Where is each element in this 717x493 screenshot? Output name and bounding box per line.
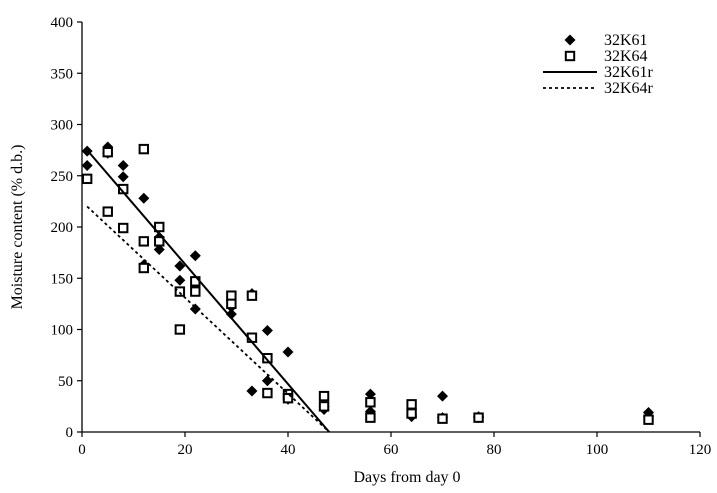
32K64-point (437, 413, 448, 424)
x-tick-label: 100 (586, 442, 609, 458)
y-tick-label: 400 (51, 15, 74, 31)
32K61-point (189, 303, 201, 315)
32K64-point (154, 236, 165, 247)
y-tick-label: 200 (51, 220, 74, 236)
32K61-point (261, 325, 273, 337)
legend-marker-32K64 (564, 50, 576, 62)
x-tick-label: 60 (384, 442, 399, 458)
32K61-point (117, 171, 129, 183)
y-tick-label: 50 (58, 374, 73, 390)
legend-marker-32K61 (564, 34, 576, 46)
32K64-point (406, 399, 417, 410)
32K61-point (437, 390, 448, 402)
x-tick-label: 80 (487, 442, 502, 458)
32K64-point (282, 392, 294, 404)
32K61r-line (86, 149, 330, 433)
32K64-point (246, 290, 258, 301)
32K61-point (153, 244, 165, 256)
32K61-point (138, 192, 150, 204)
32K61-point (174, 260, 186, 272)
32K61-point (261, 375, 273, 387)
32K64-point (318, 390, 330, 402)
y-tick-label: 150 (51, 271, 74, 287)
32K64-point (118, 222, 129, 234)
32K64-point (226, 298, 237, 310)
32K64-point (262, 353, 273, 364)
32K64-point (138, 262, 150, 274)
regression-lines (86, 149, 330, 433)
32K61-point (81, 160, 93, 171)
y-tick-label: 300 (51, 118, 74, 134)
32K64-point (81, 173, 93, 185)
32K64-point (365, 397, 376, 408)
32K64-point (473, 412, 484, 423)
legend-label: 32K61r (604, 64, 654, 81)
legend-label: 32K61 (604, 32, 648, 49)
32K61-point (282, 346, 294, 358)
y-tick-label: 350 (51, 66, 74, 82)
data-marks (81, 141, 654, 425)
x-axis-title: Days from day 0 (353, 469, 460, 486)
y-axis-ticks: 0 50 100 150 200 250 300 350 400 (51, 15, 82, 441)
32K64-point (102, 206, 113, 217)
32K64-point (102, 146, 113, 158)
32K64-point (154, 221, 165, 233)
legend-label: 32K64 (604, 48, 648, 65)
x-tick-label: 120 (689, 442, 712, 458)
32K61-point (174, 274, 186, 286)
32K64r-line (86, 205, 330, 433)
32K64-point (406, 408, 417, 419)
y-tick-label: 250 (51, 169, 74, 185)
y-tick-label: 100 (51, 323, 74, 339)
32K61-point (246, 385, 258, 397)
32K61-point (189, 250, 201, 262)
32K64-point (190, 286, 201, 297)
32K64-point (643, 414, 654, 425)
32K61-point (364, 388, 376, 400)
32K64-point (174, 324, 186, 335)
y-axis-title: Moisture content (% d.b.) (9, 145, 26, 310)
x-tick-label: 20 (178, 442, 193, 458)
32K64-point (174, 286, 186, 297)
x-tick-label: 40 (281, 442, 296, 458)
32K64-point (226, 290, 237, 301)
x-tick-label: 0 (78, 442, 86, 458)
y-tick-label: 0 (66, 425, 74, 441)
32K64-point (318, 401, 330, 412)
legend-label: 32K64r (604, 80, 654, 97)
32K61-point (117, 160, 129, 171)
32K64-point (138, 236, 150, 247)
32K64-point (365, 412, 376, 423)
32K61-point (225, 308, 237, 320)
32K64-point (138, 143, 150, 155)
32K64-point (262, 387, 273, 399)
x-axis-ticks: 0 20 40 60 80 100 120 (78, 432, 711, 458)
